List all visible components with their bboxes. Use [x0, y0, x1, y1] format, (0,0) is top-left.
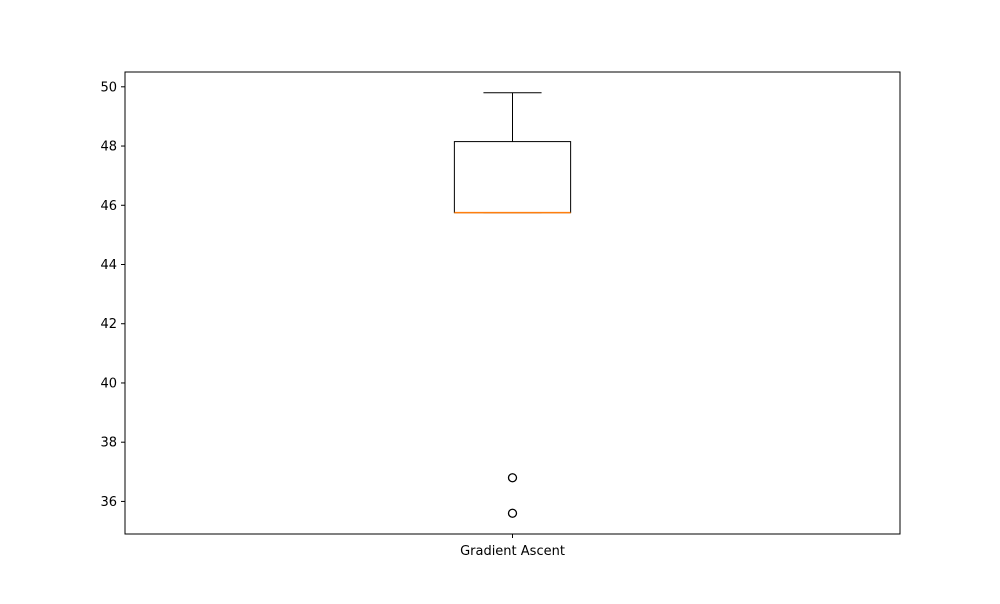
y-tick-label-46: 46 [100, 199, 117, 214]
y-tick-label-42: 42 [100, 317, 117, 332]
plot-area-frame [124, 71, 901, 535]
y-tick-label-36: 36 [100, 495, 117, 510]
y-tick-label-50: 50 [100, 80, 117, 95]
y-tick-label-38: 38 [100, 436, 117, 451]
outlier-point-1 [507, 508, 518, 518]
y-tick-label-44: 44 [100, 258, 117, 273]
box-iqr [453, 141, 572, 214]
outlier-point-0 [507, 473, 518, 483]
plot-layer [453, 92, 572, 518]
y-tick-label-40: 40 [100, 376, 117, 391]
y-tick-label-48: 48 [100, 140, 117, 155]
x-tick-label-0: Gradient Ascent [460, 544, 565, 559]
axis-layer: 36 38 40 42 44 46 48 50 Gradient Ascent [100, 80, 564, 559]
